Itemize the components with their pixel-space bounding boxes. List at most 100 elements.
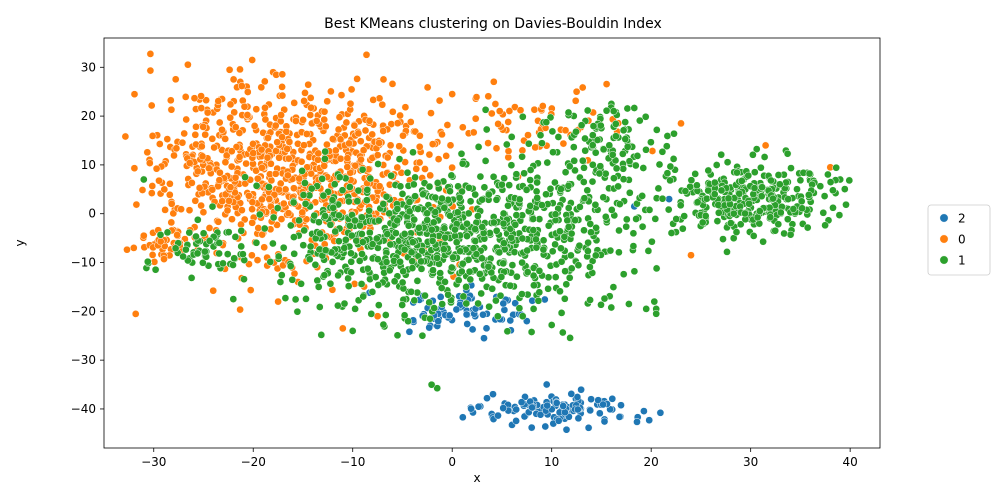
- data-point: [132, 200, 141, 209]
- data-point: [528, 403, 536, 412]
- data-point: [428, 140, 437, 148]
- data-point: [755, 207, 764, 215]
- data-point: [541, 422, 550, 431]
- data-point: [368, 240, 377, 249]
- data-point: [431, 193, 440, 202]
- data-point: [544, 284, 552, 293]
- data-point: [462, 283, 470, 291]
- data-point: [775, 180, 784, 189]
- data-point: [249, 149, 258, 157]
- data-point: [599, 145, 608, 154]
- data-point: [375, 94, 384, 103]
- data-point: [516, 106, 525, 115]
- data-point: [529, 271, 538, 280]
- data-point: [602, 80, 611, 88]
- data-point: [434, 155, 443, 163]
- data-point: [242, 159, 250, 168]
- data-point: [536, 410, 545, 419]
- data-point: [260, 77, 269, 86]
- data-point: [328, 196, 337, 204]
- data-point: [201, 247, 209, 256]
- data-point: [717, 186, 726, 195]
- data-point: [130, 90, 139, 99]
- data-point: [383, 230, 392, 238]
- data-point: [197, 104, 206, 112]
- data-point: [454, 276, 463, 285]
- data-point: [482, 125, 491, 134]
- data-point: [570, 156, 579, 165]
- data-point: [378, 100, 387, 109]
- data-point: [733, 168, 741, 177]
- data-point: [423, 209, 431, 218]
- data-point: [289, 198, 298, 207]
- data-point: [188, 179, 196, 187]
- data-point: [351, 305, 359, 313]
- data-point: [411, 173, 419, 182]
- data-point: [571, 216, 579, 225]
- data-point: [798, 204, 806, 213]
- data-point: [373, 255, 382, 263]
- data-point: [338, 186, 347, 195]
- data-point: [321, 122, 330, 131]
- data-point: [769, 194, 777, 203]
- data-point: [228, 215, 236, 224]
- data-point: [382, 258, 391, 266]
- data-point: [652, 264, 661, 273]
- data-point: [271, 121, 280, 130]
- data-point: [447, 263, 456, 272]
- data-point: [253, 174, 262, 183]
- data-point: [676, 201, 685, 210]
- data-point: [842, 200, 850, 209]
- data-point: [404, 317, 412, 326]
- data-point: [495, 248, 504, 257]
- data-point: [146, 50, 155, 58]
- data-point: [584, 247, 592, 255]
- data-point: [215, 239, 224, 247]
- data-point: [758, 183, 766, 192]
- data-point: [279, 199, 288, 208]
- data-point: [301, 89, 309, 97]
- data-point: [374, 160, 382, 168]
- data-point: [546, 184, 555, 193]
- data-point: [407, 248, 416, 257]
- data-point: [586, 263, 594, 271]
- data-point: [752, 145, 761, 153]
- data-point: [526, 176, 535, 184]
- data-point: [542, 118, 551, 127]
- data-point: [314, 155, 322, 164]
- data-point: [561, 126, 570, 135]
- data-point: [723, 158, 732, 167]
- data-point: [275, 153, 283, 162]
- data-point: [292, 117, 300, 125]
- x-tick-label: 10: [544, 455, 559, 469]
- data-point: [502, 140, 511, 149]
- data-point: [567, 390, 576, 398]
- data-point: [320, 162, 329, 170]
- data-point: [471, 114, 480, 123]
- data-point: [300, 97, 308, 105]
- data-point: [425, 323, 434, 332]
- data-point: [482, 324, 491, 333]
- data-point: [567, 264, 576, 273]
- data-point: [819, 208, 828, 217]
- data-point: [465, 267, 474, 276]
- data-point: [375, 182, 384, 191]
- data-point: [295, 216, 303, 225]
- data-point: [226, 100, 235, 109]
- data-point: [426, 171, 435, 180]
- data-point: [171, 244, 180, 253]
- data-point: [416, 131, 424, 140]
- data-point: [237, 226, 246, 235]
- data-point: [529, 226, 538, 234]
- data-point: [500, 306, 509, 314]
- data-point: [543, 158, 552, 167]
- data-point: [596, 162, 605, 171]
- data-point: [261, 103, 269, 112]
- data-point: [221, 158, 230, 167]
- data-point: [305, 255, 314, 264]
- data-point: [640, 407, 648, 415]
- data-point: [630, 267, 639, 276]
- data-point: [515, 304, 524, 313]
- data-point: [805, 169, 814, 178]
- data-point: [499, 209, 508, 218]
